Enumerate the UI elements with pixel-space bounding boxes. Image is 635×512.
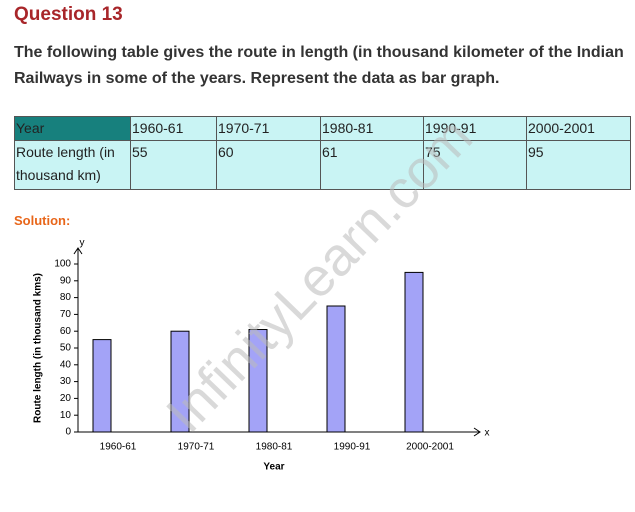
y-tick-label: 40 <box>60 359 72 370</box>
table-cell: 75 <box>423 140 527 190</box>
y-tick-label: 10 <box>60 410 72 421</box>
y-tick-label: 30 <box>60 376 72 387</box>
x-arrow <box>473 427 481 437</box>
y-tick-label: 100 <box>54 259 71 270</box>
question-title: Question 13 <box>14 4 123 25</box>
y-tick-label: 20 <box>60 393 72 404</box>
table-row: Year 1960-61 1970-71 1980-81 1990-91 2000-200… <box>14 116 631 141</box>
table-row: Route length (in thousand km) 55 60 61 75 95 <box>14 140 631 190</box>
bar <box>404 271 424 433</box>
table-cell: Route length (in thousand km) <box>14 140 131 190</box>
table-cell: 1980-81 <box>320 116 424 141</box>
table-cell: 61 <box>320 140 424 190</box>
watermark: InfinityLearn.com <box>155 107 484 444</box>
table-cell: 95 <box>526 140 631 190</box>
y-tick-label: 60 <box>60 326 72 337</box>
x-axis-label: Year <box>263 462 284 473</box>
y-axis-name: y <box>80 238 85 249</box>
bar <box>92 339 112 433</box>
x-tick-label: 1990-91 <box>334 442 371 453</box>
y-arrow <box>73 247 83 255</box>
solution-label: Solution: <box>14 213 71 228</box>
y-tick-label: 70 <box>60 309 72 320</box>
x-tick-label: 2000-2001 <box>406 442 454 453</box>
bar <box>248 329 268 433</box>
table-cell: 1970-71 <box>216 116 321 141</box>
bar <box>326 305 346 433</box>
y-tick-label: 50 <box>60 343 72 354</box>
question-text: The following table gives the route in l… <box>14 44 624 87</box>
table-cell: 2000-2001 <box>526 116 631 141</box>
table-cell: 60 <box>216 140 321 190</box>
table-cell: 55 <box>130 140 217 190</box>
y-tick-label: 80 <box>60 292 72 303</box>
table-cell: Year <box>14 116 131 141</box>
y-tick-label: 0 <box>65 427 71 438</box>
x-tick-label: 1960-61 <box>100 442 137 453</box>
y-tick-label: 90 <box>60 275 72 286</box>
x-axis-name: x <box>485 428 490 439</box>
x-tick-label: 1970-71 <box>178 442 215 453</box>
data-table: Year 1960-61 1970-71 1980-81 1990-91 2000-200… <box>14 116 631 190</box>
bar <box>170 330 190 433</box>
y-axis-label: Route length (in thousand kms) <box>33 273 44 423</box>
x-tick-label: 1980-81 <box>256 442 293 453</box>
